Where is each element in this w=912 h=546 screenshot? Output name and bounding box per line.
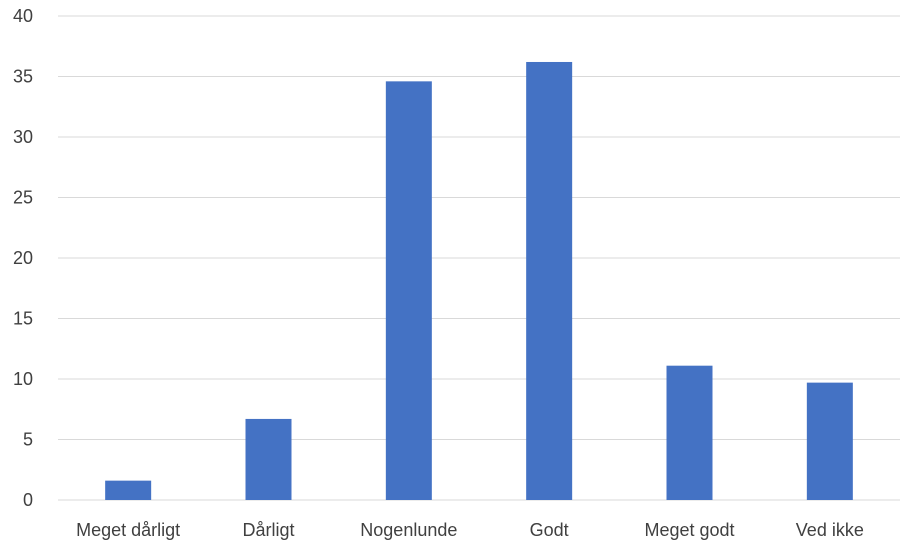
bar	[105, 480, 152, 500]
x-category-label: Godt	[530, 520, 569, 540]
x-category-label: Ved ikke	[796, 520, 864, 540]
y-axis-tick-labels: 0 5 10 15 20 25 30 35 40	[13, 6, 33, 510]
bar	[245, 418, 292, 500]
bars	[105, 61, 853, 500]
x-axis-category-labels: Meget dårligt Dårligt Nogenlunde Godt Meget …	[76, 520, 864, 540]
bar	[806, 382, 853, 500]
y-tick-label: 20	[13, 248, 33, 268]
gridlines	[58, 15, 900, 501]
y-tick-label: 30	[13, 127, 33, 147]
y-tick-label: 15	[13, 309, 33, 329]
x-category-label: Nogenlunde	[360, 520, 457, 540]
y-tick-label: 5	[23, 430, 33, 450]
x-category-label: Meget godt	[644, 520, 734, 540]
y-tick-label: 0	[23, 490, 33, 510]
bar	[385, 81, 432, 500]
y-tick-label: 25	[13, 188, 33, 208]
y-tick-label: 40	[13, 6, 33, 26]
x-category-label: Meget dårligt	[76, 520, 180, 540]
y-tick-label: 35	[13, 67, 33, 87]
bar	[666, 365, 713, 500]
x-category-label: Dårligt	[242, 520, 294, 540]
y-tick-label: 10	[13, 369, 33, 389]
bar	[526, 61, 573, 500]
